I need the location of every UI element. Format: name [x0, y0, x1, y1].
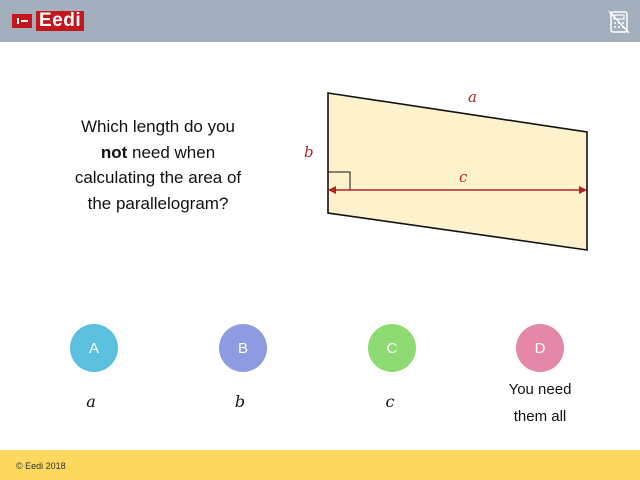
option-d-button[interactable]: D	[516, 324, 564, 372]
option-b-answer: b	[234, 392, 246, 411]
parallelogram-svg	[327, 92, 588, 251]
question-line-3: calculating the area of	[74, 168, 242, 187]
option-d-answer-line-2: them all	[513, 408, 567, 425]
parallelogram-shape	[327, 92, 588, 251]
length-c-arrow-right	[579, 186, 587, 194]
question-line-2-rest: need when	[131, 142, 216, 162]
calculator-disabled-icon[interactable]	[608, 10, 630, 34]
right-angle-marker	[328, 171, 351, 190]
question-line-2: not need when	[48, 140, 268, 166]
question-emphasis: not	[100, 142, 128, 162]
question-text: Which length do you not need when calcul…	[48, 114, 268, 216]
option-b-button[interactable]: B	[219, 324, 267, 372]
option-c-answer: c	[385, 392, 395, 411]
copyright-text: © Eedi 2018	[16, 461, 66, 471]
option-d-answer: You need them all	[490, 376, 590, 430]
top-bar: Eedi	[0, 0, 640, 42]
label-b: b	[304, 143, 314, 161]
length-c-arrow-left	[328, 186, 336, 194]
option-c-button[interactable]: C	[368, 324, 416, 372]
footer-bar: © Eedi 2018	[0, 450, 640, 480]
parallelogram-diagram: a b c	[300, 80, 600, 260]
question-line-1: Which length do you	[80, 117, 236, 136]
eedi-logo: Eedi	[12, 11, 85, 31]
option-a-button[interactable]: A	[70, 324, 118, 372]
label-a: a	[468, 88, 477, 106]
logo-text: Eedi	[36, 11, 85, 31]
option-d-answer-line-1: You need	[508, 381, 572, 398]
question-line-4: the parallelogram?	[87, 193, 229, 213]
eedi-logo-icon	[12, 14, 32, 28]
label-c: c	[459, 168, 468, 186]
option-a-answer: a	[86, 392, 96, 411]
